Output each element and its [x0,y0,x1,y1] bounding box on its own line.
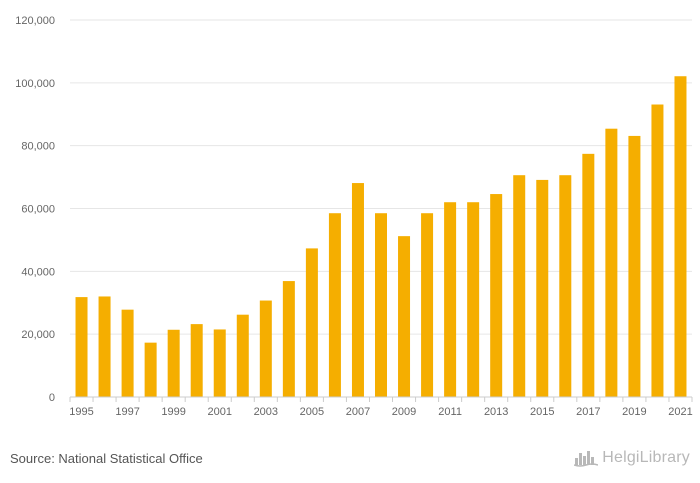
bar [75,297,88,397]
bar [328,213,341,397]
x-tick-label: 2003 [254,406,278,418]
bar [236,314,249,397]
bar [467,202,480,397]
bar [351,183,364,397]
x-tick-label: 2001 [207,406,231,418]
bar [398,236,411,397]
x-tick-label: 1995 [69,406,93,418]
x-tick-label: 2005 [300,406,324,418]
x-tick-label: 2017 [576,406,600,418]
y-tick-label: 80,000 [21,141,55,153]
y-tick-label: 0 [49,392,55,404]
x-tick-label: 1999 [161,406,185,418]
bar [651,104,664,397]
bar [605,128,618,397]
bar [674,76,687,397]
bar [559,175,572,397]
x-tick-label: 2007 [346,406,370,418]
bar [490,194,503,397]
y-tick-label: 100,000 [15,78,55,90]
x-tick-label: 2015 [530,406,554,418]
bar-chart: 0 20,000 40,000 60,000 80,000 100,000 120,000 1… [15,15,692,418]
y-tick-label: 120,000 [15,15,55,27]
bar [628,135,641,398]
bar [282,281,295,397]
bar [444,202,457,397]
chart-footer: Source: National Statistical Office Helg… [0,445,700,483]
city-skyline-icon [574,451,599,467]
y-tick-label: 20,000 [21,329,55,341]
y-tick-label: 60,000 [21,204,55,216]
bar [121,309,134,397]
bar [375,213,387,397]
bar [536,179,549,397]
bar [98,296,111,397]
x-tick-label: 2013 [484,406,508,418]
x-tick-label: 2021 [668,406,692,418]
brand-logo[interactable]: HelgiLibrary [574,449,690,467]
brand-name: HelgiLibrary [602,449,690,466]
x-tick-label: 2009 [392,406,416,418]
x-tick-label: 1997 [115,406,139,418]
x-tick-label: 2011 [438,406,462,418]
y-tick-label: 40,000 [21,266,55,278]
bar [582,153,595,397]
bar [213,329,226,397]
bar [305,248,318,397]
bar [190,324,203,397]
bar [167,329,180,397]
bar [513,175,526,397]
bar [259,300,272,397]
source-note: Source: National Statistical Office [10,451,203,466]
bar [421,213,434,397]
x-tick-label: 2019 [622,406,646,418]
bar [144,342,157,397]
